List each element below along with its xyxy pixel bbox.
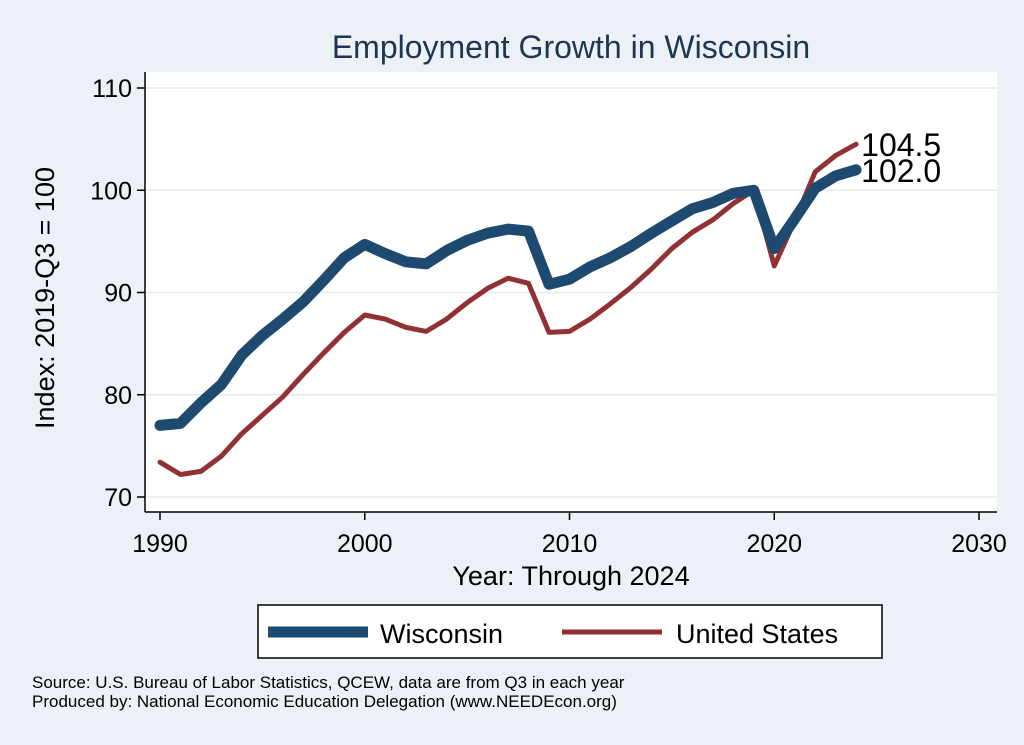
x-tick-label: 2010 <box>542 530 598 558</box>
end-label-wisconsin: 102.0 <box>861 153 941 189</box>
legend-label-wisconsin: Wisconsin <box>380 619 503 649</box>
x-tick-label: 2030 <box>951 530 1007 558</box>
series-line-wisconsin <box>154 164 862 431</box>
y-axis-label: Index: 2019-Q3 = 100 <box>30 167 60 429</box>
x-tick-label: 2000 <box>337 530 393 558</box>
y-tick-label: 80 <box>104 382 132 410</box>
legend-label-united-states: United States <box>676 619 838 649</box>
end-label-united-states: 104.5 <box>861 127 941 163</box>
series-line-united-states <box>157 141 859 477</box>
source-line: Source: U.S. Bureau of Labor Statistics,… <box>32 673 625 692</box>
x-axis-label: Year: Through 2024 <box>452 561 689 591</box>
y-tick-label: 110 <box>92 75 132 103</box>
y-axis-ticks: 70 80 90 100 110 <box>90 75 145 512</box>
chart-title: Employment Growth in Wisconsin <box>332 29 810 65</box>
source-note: Source: U.S. Bureau of Labor Statistics,… <box>32 673 624 711</box>
producer-line: Produced by: National Economic Education… <box>32 692 617 711</box>
y-tick-label: 100 <box>90 177 132 205</box>
x-axis-ticks: 1990 2000 2010 2020 2030 <box>132 512 1007 558</box>
legend: Wisconsin United States <box>257 604 883 659</box>
y-tick-label: 70 <box>104 484 132 512</box>
x-tick-label: 2020 <box>746 530 802 558</box>
y-tick-label: 90 <box>104 280 132 308</box>
x-tick-label: 1990 <box>132 530 188 558</box>
series-lines <box>154 141 862 477</box>
